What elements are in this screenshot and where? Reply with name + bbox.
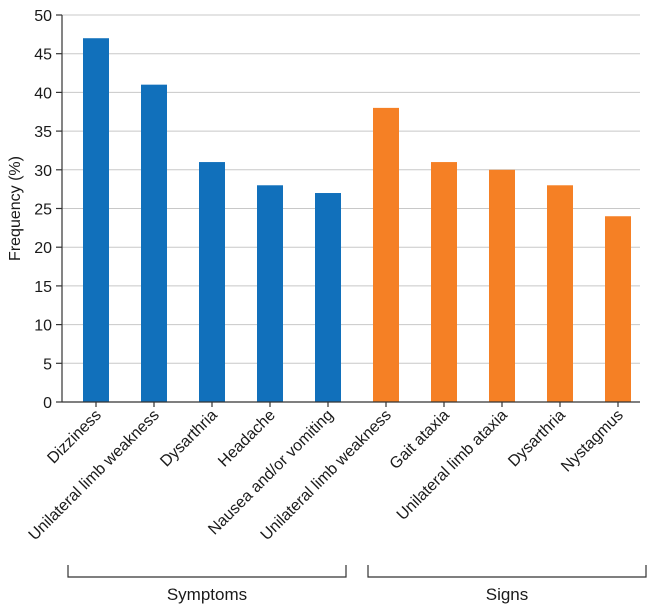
category-label: Nystagmus: [558, 407, 627, 476]
bar-0-3: [257, 185, 283, 402]
y-tick-label: 10: [34, 318, 52, 335]
bar-1-0: [373, 107, 399, 402]
bar-0-4: [315, 193, 341, 402]
bar-1-2: [489, 169, 515, 402]
group-brackets: Symptoms Signs: [67, 565, 647, 604]
category-label: Headache: [215, 407, 279, 471]
bars: [83, 38, 631, 402]
bar-1-4: [605, 216, 631, 402]
y-tick-label: 25: [34, 202, 52, 219]
group-bracket: [367, 565, 647, 578]
group-bracket: [67, 565, 347, 578]
y-tick-label: 30: [34, 163, 52, 180]
y-tick-label: 50: [34, 8, 52, 25]
y-tick-label: 35: [34, 124, 52, 141]
y-tick-label: 40: [34, 85, 52, 102]
y-tick-label: 45: [34, 47, 52, 64]
group-label: Signs: [486, 585, 529, 604]
category-label: Dysarthria: [157, 407, 221, 471]
y-tick-label: 5: [43, 356, 52, 373]
bar-1-1: [431, 162, 457, 402]
y-tick-label: 0: [43, 395, 52, 412]
category-label: Unilateral limb ataxia: [394, 407, 511, 524]
bar-0-1: [141, 84, 167, 402]
category-label: Dizziness: [44, 407, 104, 467]
y-tick-label: 15: [34, 279, 52, 296]
group-label: Symptoms: [167, 585, 247, 604]
bar-1-3: [547, 185, 573, 402]
y-axis-title: Frequency (%): [7, 156, 24, 261]
bar-0-2: [199, 162, 225, 402]
bar-0-0: [83, 38, 109, 402]
category-label: Dysarthria: [505, 407, 569, 471]
y-tick-labels: 0 5 10 15 20 25 30 35 40 45 50: [34, 8, 52, 412]
y-tick-label: 20: [34, 240, 52, 257]
